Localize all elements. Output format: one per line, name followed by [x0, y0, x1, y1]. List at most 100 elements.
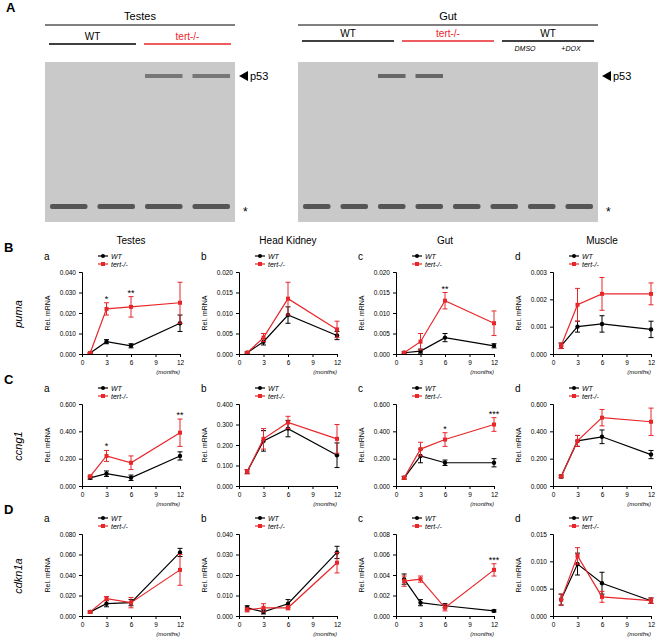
data-point [88, 351, 92, 354]
error-cap [443, 460, 448, 461]
tick-mark [236, 575, 239, 576]
tick-label: 0 [552, 491, 556, 498]
x-tick: 3 [105, 354, 109, 366]
tick-label: 0.200 [374, 455, 391, 462]
tick-label: 0.400 [374, 428, 391, 435]
data-point [600, 581, 604, 585]
chart-letter: a [44, 383, 50, 394]
y-tick: 0.010 [531, 558, 553, 565]
tick-mark [393, 534, 396, 535]
blot-band [98, 204, 136, 209]
tick-mark [494, 354, 495, 357]
tick-mark [236, 486, 239, 487]
error-cap [129, 475, 134, 476]
legend: WTtert-/- [255, 385, 285, 400]
legend: WTtert-/- [98, 515, 128, 530]
tick-mark [107, 354, 108, 357]
y-tick: 0.060 [60, 551, 82, 558]
error-cap [559, 343, 564, 344]
legend-label: WT [268, 515, 280, 522]
plot-marks [88, 548, 183, 614]
legend-label: tert-/- [111, 261, 128, 268]
x-tick: 6 [130, 486, 134, 498]
x-tick: 6 [130, 354, 134, 366]
chart: cRel. mRNA(months)0.0000.2000.4000.60003… [358, 383, 500, 507]
axis-line [236, 273, 240, 355]
y-tick: 0.000 [531, 351, 553, 358]
x-tick: 0 [81, 354, 85, 366]
y-tick: 0.020 [217, 269, 239, 276]
tick-label: 0.000 [374, 483, 391, 490]
arrow [239, 71, 248, 81]
chart-title: Muscle [586, 235, 618, 246]
x-tick: 3 [105, 486, 109, 498]
legend-marker [101, 524, 105, 528]
tick-label: 6 [287, 491, 291, 498]
y-tick: 0.300 [217, 421, 239, 428]
series-line [561, 418, 651, 477]
error-cap [261, 333, 266, 334]
tick-mark [393, 272, 396, 273]
error-cap [335, 337, 340, 338]
tick-mark [79, 486, 82, 487]
data-point [262, 336, 266, 340]
data-point [178, 431, 182, 435]
error-cap [600, 602, 605, 603]
tick-mark [396, 616, 397, 619]
data-point [402, 579, 406, 583]
series-line [247, 422, 337, 471]
series-line [247, 429, 337, 472]
error-cap [492, 466, 497, 467]
blot-band [193, 204, 231, 209]
data-point [286, 420, 290, 424]
axis-title: (months) [627, 501, 651, 507]
x-axis: 036912 [552, 486, 656, 498]
error-cap [335, 552, 340, 553]
y-tick: 0.000 [60, 351, 82, 358]
tick-mark [236, 293, 239, 294]
tick-mark [337, 354, 338, 357]
y-tick: 0.040 [60, 269, 82, 276]
tick-mark [550, 272, 553, 273]
error-cap [129, 607, 134, 608]
error-cap [649, 304, 654, 305]
tick-label: 6 [130, 359, 134, 366]
blot-band [566, 204, 594, 209]
legend-marker [258, 524, 262, 528]
error-cap [649, 435, 654, 436]
tick-label: 0 [238, 359, 242, 366]
error-cap [575, 446, 580, 447]
tick-mark [180, 486, 181, 489]
chart: aRel. mRNA(months)0.0000.2000.4000.60003… [44, 383, 184, 507]
tick-mark [82, 354, 83, 357]
tick-mark [236, 425, 239, 426]
error-cap [178, 446, 183, 447]
error-cap [402, 573, 407, 574]
y-tick: 0.004 [374, 572, 396, 579]
axis-line [550, 405, 554, 487]
error-cap [261, 341, 266, 342]
chart: MuscledRel. mRNA(months)0.0000.0010.0020… [515, 235, 655, 375]
tick-mark [550, 616, 553, 617]
tick-label: 0.020 [217, 269, 234, 276]
axis-title: (months) [627, 369, 651, 375]
y-tick: 0.000 [531, 483, 553, 490]
tick-label: 0 [395, 621, 399, 628]
error-cap [104, 470, 109, 471]
y-axis: 0.0000.0010.0020.003 [531, 269, 554, 358]
panel-letter: C [4, 372, 14, 387]
tick-mark [553, 486, 554, 489]
blot-band [145, 204, 183, 209]
data-point [402, 476, 406, 480]
y-tick: 0.003 [531, 269, 553, 276]
error-cap [418, 349, 423, 350]
tick-mark [445, 486, 446, 489]
tick-mark [396, 486, 397, 489]
tick-label: 12 [334, 359, 342, 366]
error-cap [443, 610, 448, 611]
gene-label: cdkn1a [12, 558, 24, 593]
x-tick: 12 [334, 616, 342, 628]
axis-title: (months) [470, 501, 494, 507]
tick-mark [313, 354, 314, 357]
tick-label: 0.400 [531, 428, 548, 435]
